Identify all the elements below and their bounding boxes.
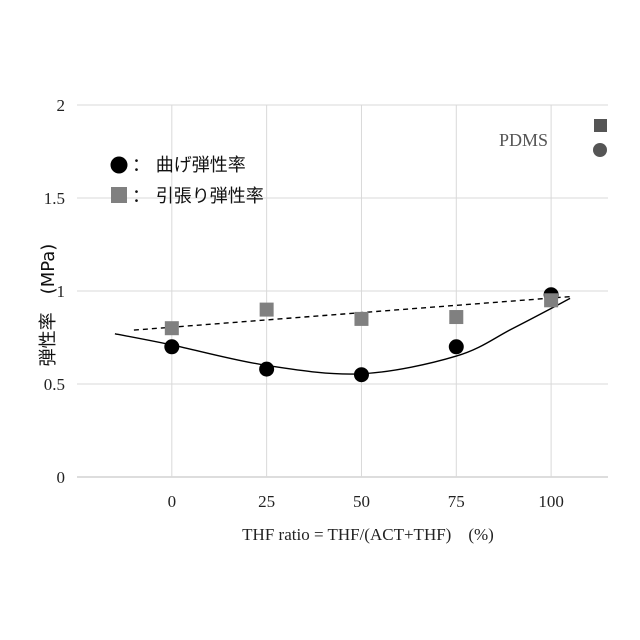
data-point-series-1 [165,321,179,335]
trend-lines [115,297,570,374]
trendline-series-0 [115,298,570,374]
x-tick-label: 75 [448,492,465,511]
pdms-circle-marker [593,143,607,157]
data-point-series-1 [354,312,368,326]
y-tick-label: 0 [57,468,66,487]
x-tick-label: 50 [353,492,370,511]
data-point-series-1 [544,293,558,307]
x-tick-label: 100 [538,492,564,511]
data-point-series-0 [449,339,464,354]
legend-label-bending: ： 曲げ弾性率 [132,155,246,176]
y-tick-label: 0.5 [44,375,65,394]
data-point-series-1 [449,310,463,324]
data-point-series-1 [260,303,274,317]
data-point-series-0 [354,367,369,382]
y-tick-label: 1.5 [44,189,65,208]
legend: ： 曲げ弾性率 ： 引張り弾性率 [111,155,264,207]
x-tick-label: 25 [258,492,275,511]
pdms-square-marker [594,119,607,132]
y-axis-label: 弾性率 (MPa) [38,244,59,367]
data-point-series-0 [164,339,179,354]
pdms-label: PDMS [499,130,548,150]
legend-marker-bending [111,157,128,174]
x-axis-label: THF ratio = THF/(ACT+THF) (%) [242,525,494,544]
pdms-annotation: PDMS [499,119,607,157]
legend-marker-tensile [111,187,127,203]
data-point-series-0 [259,362,274,377]
y-tick-label: 2 [57,96,66,115]
x-tick-label: 0 [168,492,177,511]
legend-label-tensile: ： 引張り弾性率 [132,186,264,207]
trendline-series-1 [134,297,570,331]
